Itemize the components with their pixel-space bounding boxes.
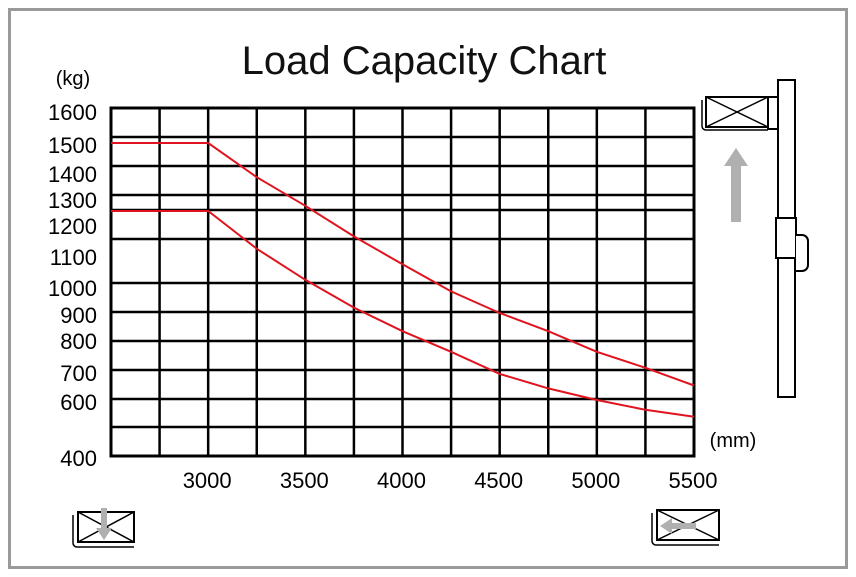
y-tick-label: 1000 bbox=[48, 276, 97, 301]
y-tick-label: 1400 bbox=[48, 162, 97, 187]
pallet-lowered-icon bbox=[72, 508, 135, 548]
x-tick-labels: 3000 3500 4000 4500 5000 5500 bbox=[183, 468, 718, 493]
capacity-curves bbox=[111, 142, 695, 418]
y-tick-label: 1300 bbox=[48, 188, 97, 213]
up-arrow-icon bbox=[724, 148, 748, 222]
y-tick-label: 1600 bbox=[48, 100, 97, 125]
x-tick-label: 3000 bbox=[183, 468, 232, 493]
chart-grid bbox=[109, 106, 696, 458]
y-tick-label: 400 bbox=[60, 446, 97, 471]
chart-title: Load Capacity Chart bbox=[242, 39, 607, 83]
y-tick-label: 600 bbox=[60, 390, 97, 415]
x-axis-unit-label: (mm) bbox=[710, 430, 757, 452]
y-tick-label: 900 bbox=[60, 303, 97, 328]
y-tick-label: 700 bbox=[60, 361, 97, 386]
x-tick-label: 3500 bbox=[280, 468, 329, 493]
x-tick-label: 4000 bbox=[377, 468, 426, 493]
x-tick-label: 5000 bbox=[571, 468, 620, 493]
capacity-curve-2 bbox=[111, 210, 695, 418]
pallet-extend-icon bbox=[651, 509, 720, 546]
x-tick-label: 5500 bbox=[669, 468, 718, 493]
y-axis-unit-label: (kg) bbox=[56, 68, 90, 90]
y-tick-label: 1200 bbox=[48, 214, 97, 239]
y-tick-label: 1100 bbox=[50, 245, 97, 270]
pallet-raised-icon bbox=[701, 96, 779, 131]
capacity-curve-1 bbox=[111, 142, 695, 387]
y-tick-label: 1500 bbox=[48, 133, 97, 158]
x-tick-label: 4500 bbox=[474, 468, 523, 493]
y-tick-label: 800 bbox=[60, 329, 97, 354]
mast-icon bbox=[775, 79, 809, 398]
